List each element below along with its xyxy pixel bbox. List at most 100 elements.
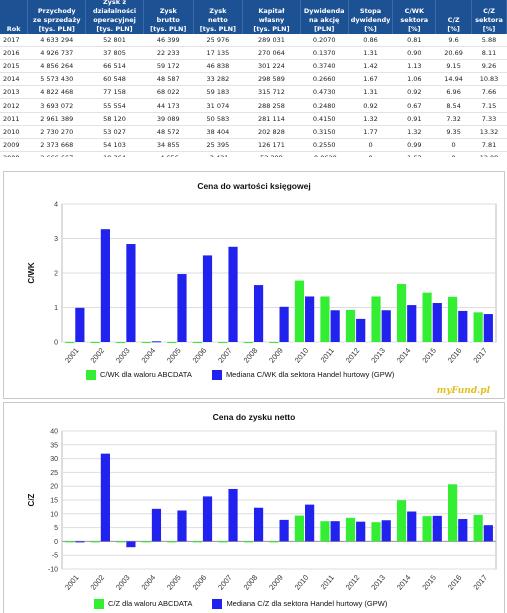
table-cell: 126 171	[242, 138, 301, 152]
y-tick-label: -5	[52, 553, 58, 560]
x-tick-label: 2012	[344, 573, 362, 592]
bar-sector	[253, 507, 264, 542]
bar-sector	[381, 310, 391, 342]
bar-stock	[218, 541, 228, 543]
table-cell: 289 031	[242, 34, 301, 48]
table-cell: 13.32	[471, 125, 507, 139]
table-cell: 1.32	[392, 125, 436, 139]
cz-chart-panel: Cena do zysku netto -10 -5 0 5 10 15 20 25 30 35 4…	[3, 402, 505, 613]
table-cell: 46 838	[193, 59, 243, 74]
bar-stock	[90, 541, 100, 543]
bar-sector	[177, 510, 187, 542]
x-tick-label: 2017	[471, 573, 489, 592]
table-cell: 44 173	[143, 98, 194, 113]
table-cell: 46 399	[143, 34, 194, 48]
bar-sector	[202, 255, 213, 342]
table-cell: 9.35	[435, 125, 472, 139]
y-tick-label: 25	[50, 470, 58, 477]
myfund-logo: myFund.pl	[436, 386, 490, 396]
table-cell: 0.2550	[300, 138, 349, 152]
table-cell: 48 572	[143, 125, 194, 139]
table-cell: 1.42	[348, 59, 393, 74]
cwk-chart: 0 1 2 3 4 C/WK 2001 2002 2003 2004 2005 2006 2007 200…	[27, 202, 497, 365]
x-tick-label: 2011	[319, 346, 336, 364]
bar-sector	[202, 496, 213, 542]
x-tick-label: 2002	[88, 346, 106, 365]
bar-stock	[167, 342, 177, 343]
x-tick-label: 2014	[395, 346, 413, 365]
table-cell: 0.90	[392, 46, 436, 61]
y-tick-label: 20	[50, 484, 58, 491]
bar-sector	[483, 525, 493, 542]
table-cell: 53 027	[85, 125, 144, 139]
table-cell: 48 587	[143, 72, 194, 87]
x-tick-label: 2010	[293, 573, 311, 592]
table-cell: 7.15	[471, 98, 507, 113]
bar-stock	[90, 342, 100, 343]
table-cell: 202 828	[242, 125, 301, 139]
bar-sector	[305, 504, 315, 542]
table-cell-year: 2008	[0, 151, 28, 157]
y-axis-label: C/Z	[27, 493, 36, 506]
bar-sector	[356, 521, 366, 542]
cwk-chart-panel: Cena do wartości księgowej 0 1 2 3 4 C/WK 2001…	[3, 171, 505, 399]
table-cell: 9.26	[471, 59, 507, 74]
bar-stock	[371, 522, 381, 542]
bar-sector	[126, 541, 136, 548]
table-cell: 52 801	[85, 34, 144, 48]
bar-stock	[294, 280, 305, 342]
table-row: 2012 3 693 072 55 554 44 173 31 074 288 258 0.…	[0, 98, 507, 113]
table-cell: 1.67	[348, 72, 393, 87]
table-cell: 60 548	[85, 72, 144, 87]
table-cell: 0.92	[392, 85, 436, 100]
table-cell-year: 2012	[0, 98, 28, 113]
table-row: 2015 4 856 264 66 514 59 172 46 838 301 224 0.…	[0, 59, 507, 74]
table-cell: 1.31	[348, 46, 393, 61]
x-tick-label: 2016	[446, 573, 464, 592]
table-cell: 281 114	[242, 112, 301, 126]
bar-sector	[228, 488, 238, 542]
bar-stock	[396, 284, 407, 342]
x-tick-label: 2004	[140, 573, 158, 592]
y-axis-label: C/WK	[27, 262, 36, 284]
y-tick-label: 3	[54, 236, 58, 243]
cwk-legend-item-sector: Mediana C/WK dla sektora Handel hurtowy …	[211, 370, 394, 381]
x-tick-label: 2007	[216, 346, 234, 365]
table-cell-year: 2016	[0, 46, 28, 61]
table-cell: 6.96	[435, 85, 472, 100]
x-tick-label: 2001	[63, 346, 81, 365]
table-cell: 4 822 468	[27, 85, 86, 100]
x-tick-label: 2013	[369, 346, 387, 365]
table-cell: 10.83	[471, 72, 507, 87]
table-row: 2017 4 633 294 52 801 46 399 25 976 289 031 0.…	[0, 34, 507, 48]
x-tick-label: 2010	[293, 346, 311, 365]
table-cell: 1.63	[392, 151, 436, 157]
cwk-chart-title: Cena do wartości księgowej	[197, 181, 311, 191]
table-cell-year: 2013	[0, 85, 28, 100]
table-cell: 22 233	[143, 46, 194, 61]
table-cell: 0.67	[392, 98, 436, 113]
x-tick-label: 2016	[446, 346, 464, 365]
table-cell: 5.88	[471, 34, 507, 48]
table-header-cell: Przychody ze sprzedaży [tys. PLN]	[27, 0, 87, 34]
table-cell: 0.2480	[300, 98, 349, 113]
table-cell: 19 364	[85, 151, 144, 157]
bar-stock	[116, 541, 126, 543]
y-tick-label: 30	[50, 456, 58, 463]
bar-stock	[167, 541, 177, 543]
financial-table-wrapper: Rok Przychody ze sprzedaży [tys. PLN] Zysk…	[0, 0, 507, 157]
table-cell: -3 431	[193, 151, 243, 157]
bar-stock	[422, 292, 432, 342]
table-cell: 8.11	[471, 46, 507, 61]
table-row: 2014 5 573 430 60 548 48 587 33 282 298 589 0.…	[0, 72, 507, 87]
bar-sector	[305, 296, 315, 342]
bar-stock	[141, 541, 151, 543]
bar-stock	[422, 516, 432, 542]
bar-sector	[407, 305, 417, 342]
table-cell-year: 2017	[0, 34, 28, 48]
table-cell: 1.31	[348, 85, 393, 100]
bar-stock	[192, 342, 202, 343]
table-cell: 0.2070	[300, 34, 349, 48]
table-cell: 288 258	[242, 98, 301, 113]
